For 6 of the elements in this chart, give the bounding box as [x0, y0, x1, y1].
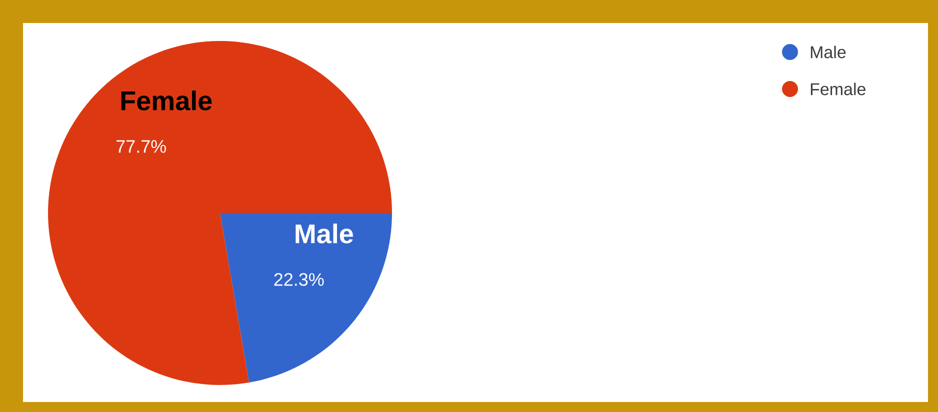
data-label: 77.7% [116, 140, 166, 153]
slice-label: Male [296, 224, 353, 244]
legend-label: Female [810, 82, 866, 96]
data-label: 22.3% [274, 273, 324, 286]
slice-label: Female [121, 90, 212, 110]
legend-label: Male [810, 46, 846, 58]
